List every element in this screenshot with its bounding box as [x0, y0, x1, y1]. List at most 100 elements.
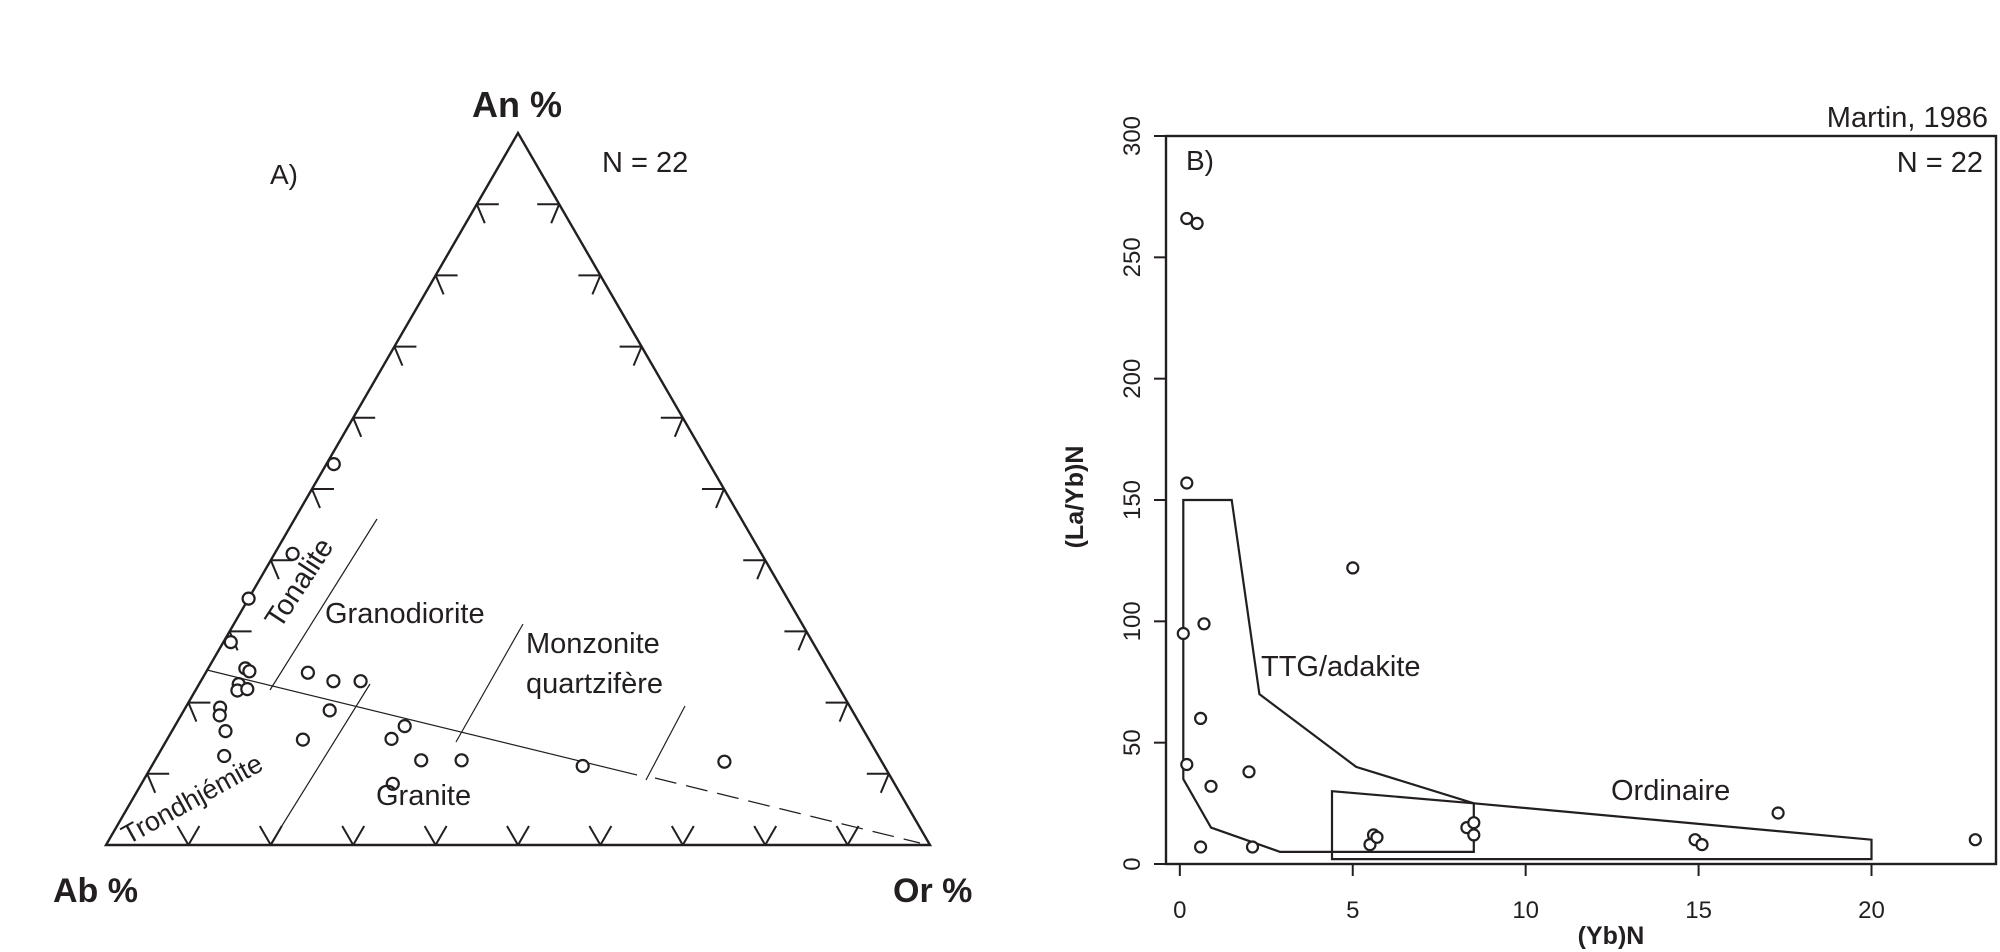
- y-tick-label: 50: [1119, 729, 1146, 756]
- plot-frame: [1164, 134, 1998, 866]
- ternary-data-point: [295, 732, 310, 747]
- data-point: [1467, 816, 1481, 830]
- y-tick-label: 100: [1119, 601, 1146, 641]
- field-boundary-granodiorite: [269, 683, 371, 846]
- ternary-data-point: [326, 674, 341, 689]
- data-point: [1180, 211, 1194, 226]
- field-label-ttg-adakite: TTG/adakite: [1261, 651, 1421, 683]
- ternary-data-point: [384, 731, 399, 747]
- ternary-data-point: [240, 681, 255, 697]
- tick-left-edge: [269, 559, 293, 580]
- x-tick-label: 10: [1512, 897, 1539, 924]
- tick-bottom-edge: [258, 825, 283, 846]
- data-point: [1968, 833, 1982, 847]
- tick-right-edge: [743, 559, 767, 580]
- ternary-data-point: [717, 754, 732, 769]
- ternary-ticks: [146, 203, 890, 846]
- tick-right-edge: [537, 203, 561, 224]
- axes: 0 50 100 150 200 250 300 0 5 10 15 20: [1119, 116, 1885, 924]
- tick-bottom-edge: [506, 825, 530, 846]
- data-point: [1193, 840, 1208, 854]
- field-label-quartzifere: quartzifère: [526, 668, 663, 700]
- data-point: [1180, 757, 1194, 772]
- tick-bottom-edge: [835, 825, 860, 846]
- ternary-data-point: [285, 546, 300, 561]
- y-tick-label: 300: [1119, 116, 1146, 156]
- tick-left-edge: [434, 274, 458, 295]
- field-boundary-dashed: [654, 777, 921, 844]
- ternary-data-point: [326, 457, 341, 472]
- tick-bottom-edge: [588, 825, 613, 846]
- tick-right-edge: [702, 488, 725, 509]
- data-point: [1190, 216, 1204, 230]
- scatter-points: [1176, 211, 1982, 854]
- x-axis-title: (Yb)N: [1578, 922, 1645, 950]
- tick-right-edge: [578, 274, 602, 295]
- ternary-data-point: [217, 748, 232, 764]
- data-point: [1695, 837, 1709, 852]
- ternary-data-point: [223, 634, 238, 650]
- tick-right-edge: [619, 345, 643, 366]
- field-boundary-tonalite: [269, 518, 378, 691]
- field-boundary-monzonite: [455, 623, 524, 743]
- field-label-granodiorite: Granodiorite: [325, 598, 485, 630]
- data-point: [1245, 840, 1260, 854]
- tick-left-edge: [311, 488, 334, 509]
- data-point: [1176, 626, 1190, 641]
- ternary-data-point: [454, 753, 469, 768]
- y-tick-label: 250: [1119, 237, 1146, 277]
- tick-bottom-edge: [753, 825, 778, 846]
- data-point: [1204, 779, 1218, 793]
- source-label: Martin, 1986: [1827, 102, 1988, 134]
- tick-right-edge: [784, 630, 808, 651]
- y-tick-label: 0: [1119, 857, 1146, 870]
- field-label-granite: Granite: [376, 780, 471, 812]
- panel-b-label: B): [1186, 145, 1214, 176]
- ternary-data-point: [322, 703, 337, 718]
- tick-left-edge: [393, 345, 417, 366]
- tick-left-edge: [187, 701, 211, 722]
- field-boundary-quartz-monzonite: [645, 705, 686, 781]
- ternary-data-point: [212, 708, 227, 723]
- x-tick-label: 0: [1173, 897, 1186, 924]
- y-tick-label: 200: [1119, 359, 1146, 399]
- data-point: [1467, 828, 1481, 842]
- ternary-data-point: [218, 723, 233, 739]
- data-point: [1193, 711, 1208, 726]
- tick-left-edge: [475, 203, 499, 224]
- field-polygon-ordinaire: [1330, 790, 1873, 861]
- panel-b-n-label: N = 22: [1897, 147, 1983, 179]
- tick-left-edge: [352, 416, 376, 438]
- tick-bottom-edge: [341, 825, 366, 846]
- tick-right-edge: [825, 701, 849, 722]
- field-boundary-plagioclase: [206, 669, 638, 776]
- field-label-ordinaire: Ordinaire: [1611, 775, 1730, 807]
- x-tick-label: 5: [1346, 897, 1359, 924]
- ternary-data-point: [385, 776, 400, 791]
- ternary-data-point: [575, 758, 590, 774]
- y-tick-label: 150: [1119, 480, 1146, 520]
- tick-right-edge: [660, 416, 684, 438]
- vertex-an-label: An %: [472, 84, 562, 125]
- vertex-or-label: Or %: [893, 872, 972, 910]
- data-point: [1370, 830, 1384, 844]
- tick-bottom-edge: [423, 825, 448, 846]
- ternary-data-point: [241, 591, 256, 606]
- x-tick-label: 20: [1858, 897, 1885, 924]
- data-point: [1346, 561, 1360, 575]
- ternary-frame: [103, 130, 933, 847]
- field-label-trondhjemite: Trondhjémite: [116, 748, 267, 850]
- tick-bottom-edge: [176, 825, 201, 846]
- ternary-data-point: [242, 664, 257, 679]
- field-label-monzonite: Monzonite: [526, 628, 660, 660]
- ternary-data-point: [300, 665, 315, 680]
- ternary-points: [212, 457, 732, 791]
- panel-a-n-label: N = 22: [602, 147, 688, 179]
- y-axis-title: (La/Yb)N: [1061, 446, 1089, 549]
- scatter-plot: 0 50 100 150 200 250 300 0 5 10 15 20 B) N = 22 Mar…: [1061, 102, 1998, 950]
- data-point: [1197, 617, 1211, 631]
- vertex-ab-label: Ab %: [53, 872, 138, 910]
- panel-a-label: A): [270, 159, 298, 190]
- ternary-data-point: [353, 674, 368, 689]
